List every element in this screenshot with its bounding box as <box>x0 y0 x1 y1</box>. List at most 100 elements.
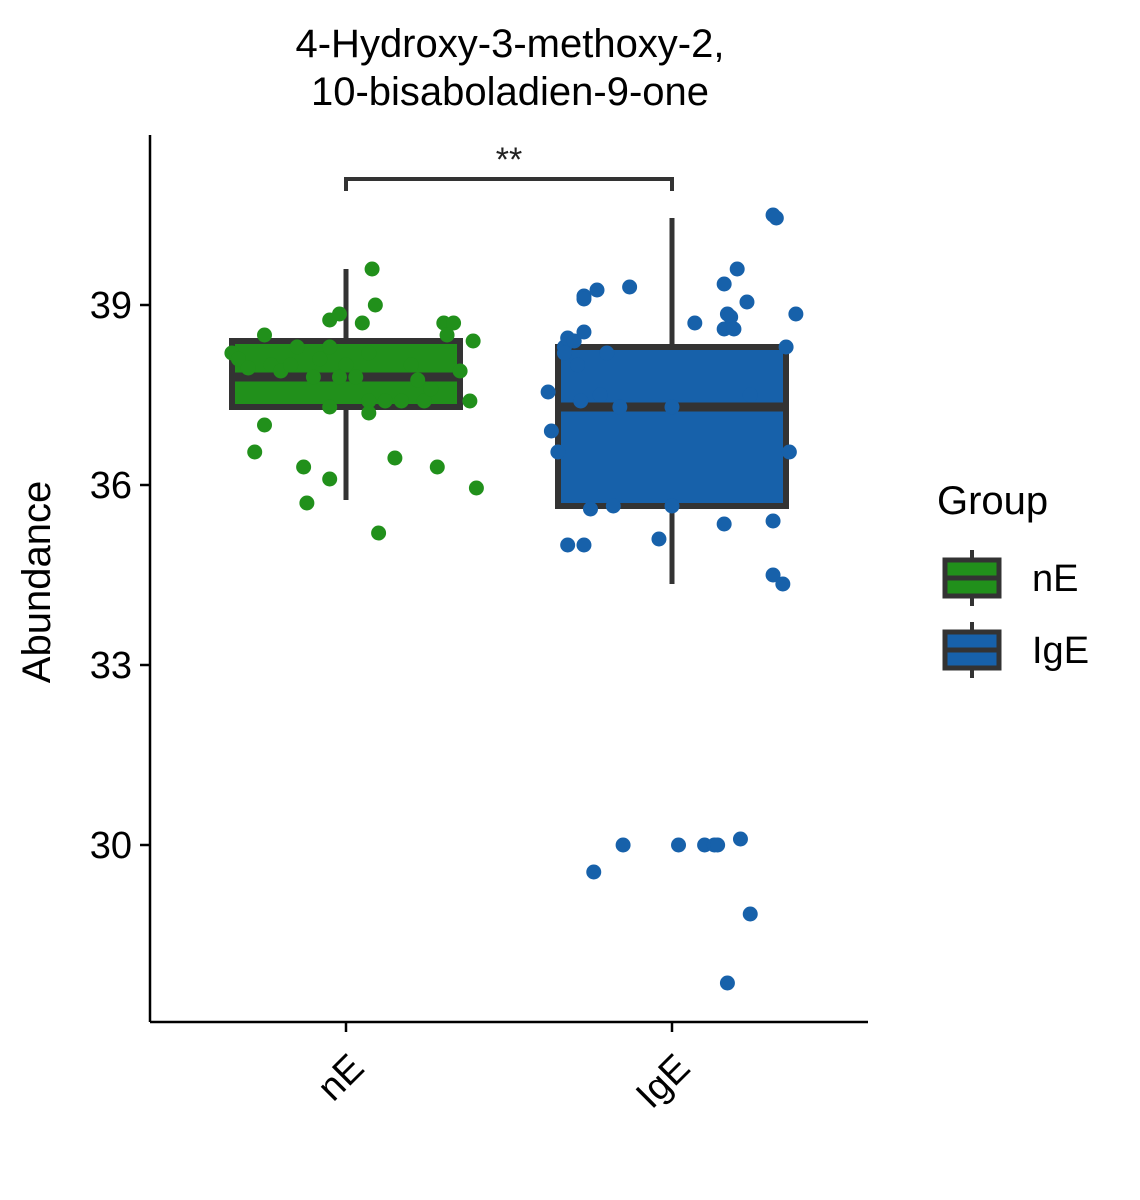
plot-area: ** <box>224 141 804 991</box>
point-nE-8 <box>283 357 299 373</box>
point-nE-24 <box>361 345 377 361</box>
axes: 30 33 36 39 nE IgE <box>90 135 868 1117</box>
point-nE-11 <box>299 495 315 511</box>
legend: Group nE IgE <box>937 479 1089 678</box>
point-IgE-2 <box>550 444 566 460</box>
legend-title: Group <box>937 479 1048 523</box>
point-IgE-41 <box>742 387 758 403</box>
point-nE-5 <box>257 327 272 343</box>
point-nE-21 <box>348 369 364 385</box>
point-nE-42 <box>465 333 481 349</box>
point-nE-27 <box>367 297 383 313</box>
point-IgE-44 <box>765 567 781 583</box>
y-tick-label-33: 33 <box>90 645 132 687</box>
point-nE-13 <box>312 351 328 367</box>
point-IgE-24 <box>664 498 680 514</box>
point-nE-12 <box>305 369 321 385</box>
point-nE-35 <box>423 381 439 397</box>
point-nE-25 <box>361 405 377 421</box>
point-nE-10 <box>296 459 312 475</box>
legend-label-IgE: IgE <box>1032 630 1089 672</box>
y-tick-label-30: 30 <box>90 825 132 867</box>
y-tick-label-36: 36 <box>90 465 132 507</box>
point-IgE-16 <box>589 282 605 298</box>
legend-label-nE: nE <box>1032 558 1078 600</box>
point-IgE-18 <box>599 345 615 361</box>
point-nE-43 <box>468 480 484 496</box>
point-nE-3 <box>247 444 263 460</box>
point-nE-20 <box>338 357 354 373</box>
point-nE-23 <box>361 393 377 409</box>
point-nE-29 <box>377 393 393 409</box>
point-IgE-26 <box>671 837 687 853</box>
point-nE-34 <box>416 393 432 409</box>
point-nE-30 <box>387 450 403 466</box>
point-nE-38 <box>439 327 455 343</box>
point-IgE-8 <box>569 357 585 373</box>
point-nE-28 <box>371 525 387 541</box>
x-tick-label-IgE: IgE <box>628 1047 698 1117</box>
point-IgE-6 <box>560 537 576 553</box>
point-nE-1 <box>230 351 246 367</box>
point-nE-9 <box>289 339 305 355</box>
point-nE-39 <box>446 315 462 331</box>
point-nE-36 <box>429 459 445 475</box>
point-IgE-23 <box>651 531 667 547</box>
point-IgE-36 <box>723 309 739 325</box>
point-IgE-1 <box>543 423 559 439</box>
point-IgE-45 <box>765 513 781 529</box>
point-IgE-12 <box>576 291 592 307</box>
significance-bracket <box>344 177 674 191</box>
point-IgE-27 <box>687 315 703 331</box>
point-nE-15 <box>322 339 338 355</box>
point-IgE-15 <box>586 864 602 880</box>
point-IgE-35 <box>719 975 735 991</box>
box-IgE <box>555 344 789 509</box>
significance-label: ** <box>496 141 522 179</box>
chart-title-line-1: 4-Hydroxy-3-methoxy-2, <box>295 22 724 66</box>
point-IgE-14 <box>583 501 598 517</box>
point-IgE-50 <box>788 306 804 322</box>
point-IgE-10 <box>576 324 592 340</box>
point-nE-18 <box>331 369 347 385</box>
point-IgE-39 <box>732 831 748 847</box>
x-tick-label-nE: nE <box>310 1047 373 1110</box>
point-nE-26 <box>364 261 380 277</box>
chart-title: 4-Hydroxy-3-methoxy-2, 10-bisaboladien-9… <box>295 22 724 114</box>
point-IgE-48 <box>778 339 794 355</box>
point-nE-19 <box>331 306 347 322</box>
point-IgE-7 <box>566 333 582 349</box>
point-IgE-4 <box>556 345 572 361</box>
point-IgE-31 <box>716 276 732 292</box>
point-nE-2 <box>240 360 256 376</box>
point-nE-31 <box>393 393 409 409</box>
point-IgE-37 <box>726 321 742 337</box>
point-IgE-22 <box>622 279 638 295</box>
point-IgE-13 <box>576 537 592 553</box>
point-nE-22 <box>354 315 370 331</box>
point-IgE-30 <box>710 837 726 853</box>
point-IgE-25 <box>664 399 680 415</box>
point-nE-4 <box>257 417 272 433</box>
point-nE-16 <box>322 399 338 415</box>
point-IgE-38 <box>729 261 745 277</box>
point-IgE-46 <box>768 210 784 226</box>
point-nE-40 <box>452 363 468 379</box>
point-IgE-40 <box>739 294 755 310</box>
point-IgE-17 <box>592 387 608 403</box>
point-IgE-19 <box>605 498 621 514</box>
y-axis-title: Abundance <box>15 481 59 683</box>
point-IgE-20 <box>612 399 628 415</box>
point-IgE-0 <box>540 384 556 400</box>
point-IgE-9 <box>573 393 589 409</box>
point-nE-33 <box>410 372 426 388</box>
y-tick-label-39: 39 <box>90 285 132 327</box>
point-IgE-47 <box>775 576 791 592</box>
point-IgE-42 <box>742 906 758 922</box>
point-IgE-21 <box>615 837 631 853</box>
point-nE-41 <box>462 393 478 409</box>
point-IgE-33 <box>716 516 732 532</box>
point-nE-14 <box>322 471 338 487</box>
chart-title-line-2: 10-bisaboladien-9-one <box>311 70 709 114</box>
